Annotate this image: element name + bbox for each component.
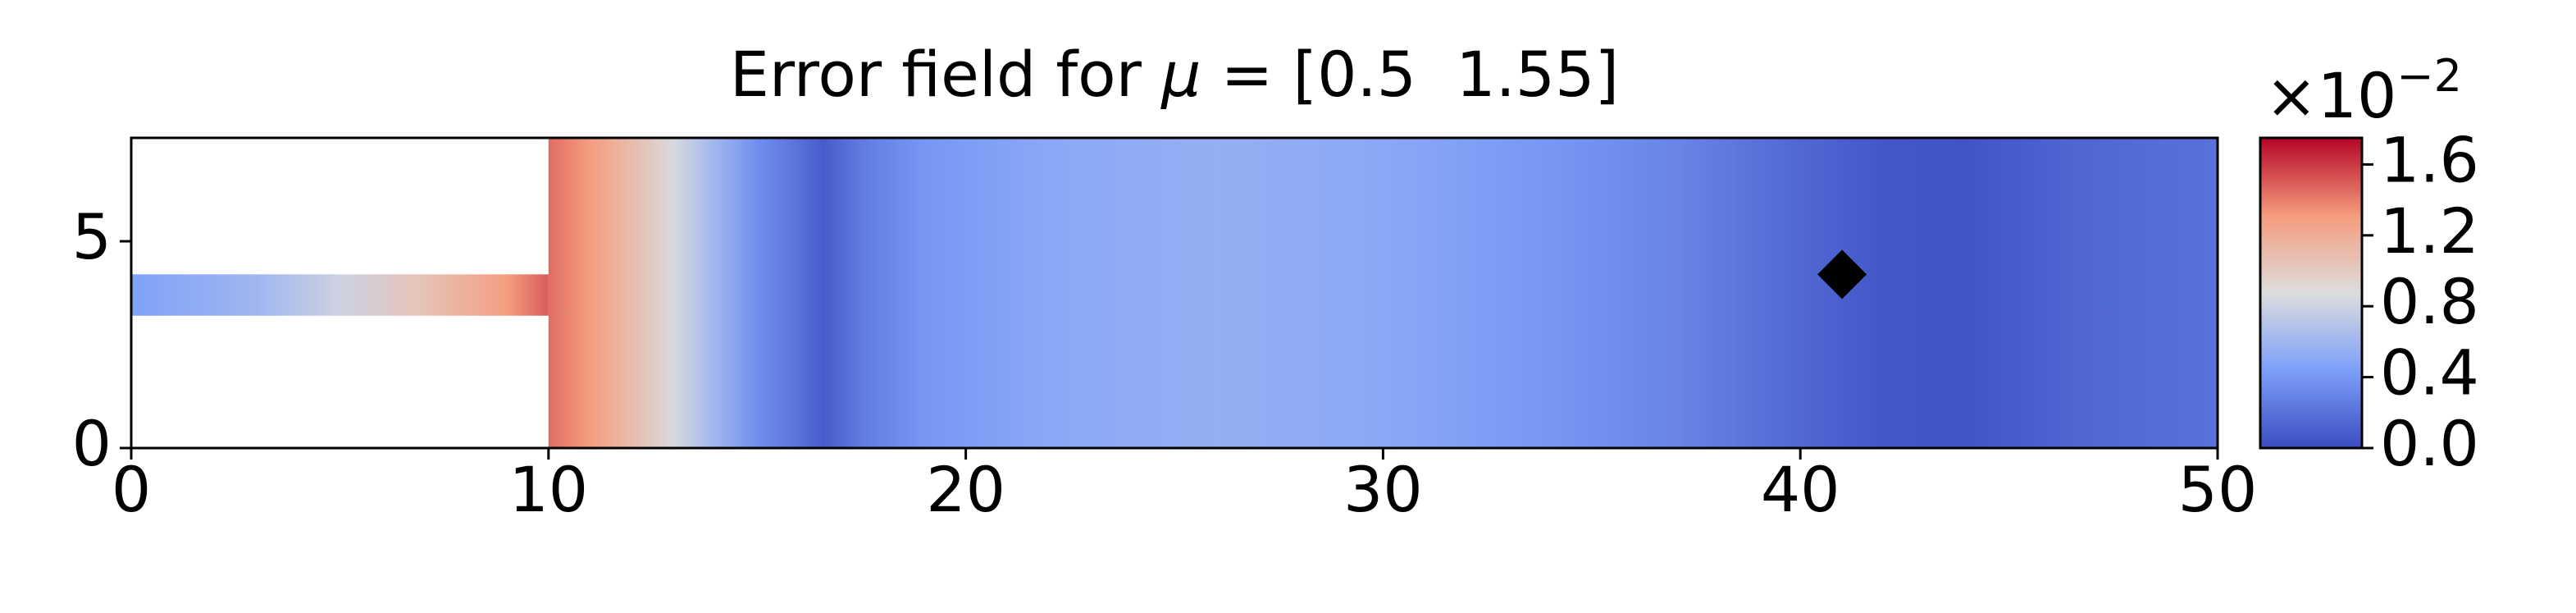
colorbar-offset: ×10−2 (2265, 50, 2462, 132)
colorbar-tick-label: 0.0 (2380, 407, 2479, 480)
x-tick-label: 30 (1343, 453, 1423, 526)
colorbar-tick-label: 0.4 (2380, 336, 2479, 409)
offset-base: ×10 (2265, 59, 2396, 132)
title-text: = [0.5 1.55] (1201, 38, 1619, 111)
title-symbol: μ (1160, 38, 1201, 111)
x-tick-label: 20 (926, 453, 1005, 526)
colorbar-tick-label: 0.8 (2380, 265, 2479, 338)
offset-exponent: −2 (2396, 50, 2462, 102)
chart-title: Error field for μ = [0.5 1.55] (730, 38, 1619, 111)
colorbar (2259, 136, 2364, 450)
title-text: Error field for (730, 38, 1161, 111)
field-region (131, 274, 549, 316)
marker (1817, 249, 1867, 300)
colorbar-tick-label: 1.2 (2380, 194, 2479, 268)
x-tick-label: 40 (1761, 453, 1840, 526)
y-tick-label: 5 (72, 200, 112, 273)
colorbar-tick-label: 1.6 (2380, 123, 2479, 196)
x-tick-label: 50 (2178, 453, 2258, 526)
x-tick-label: 10 (508, 453, 588, 526)
plot-frame (130, 136, 2219, 450)
x-tick-label: 0 (112, 453, 151, 526)
y-tick-label: 0 (72, 407, 112, 480)
field-region (548, 138, 2218, 448)
